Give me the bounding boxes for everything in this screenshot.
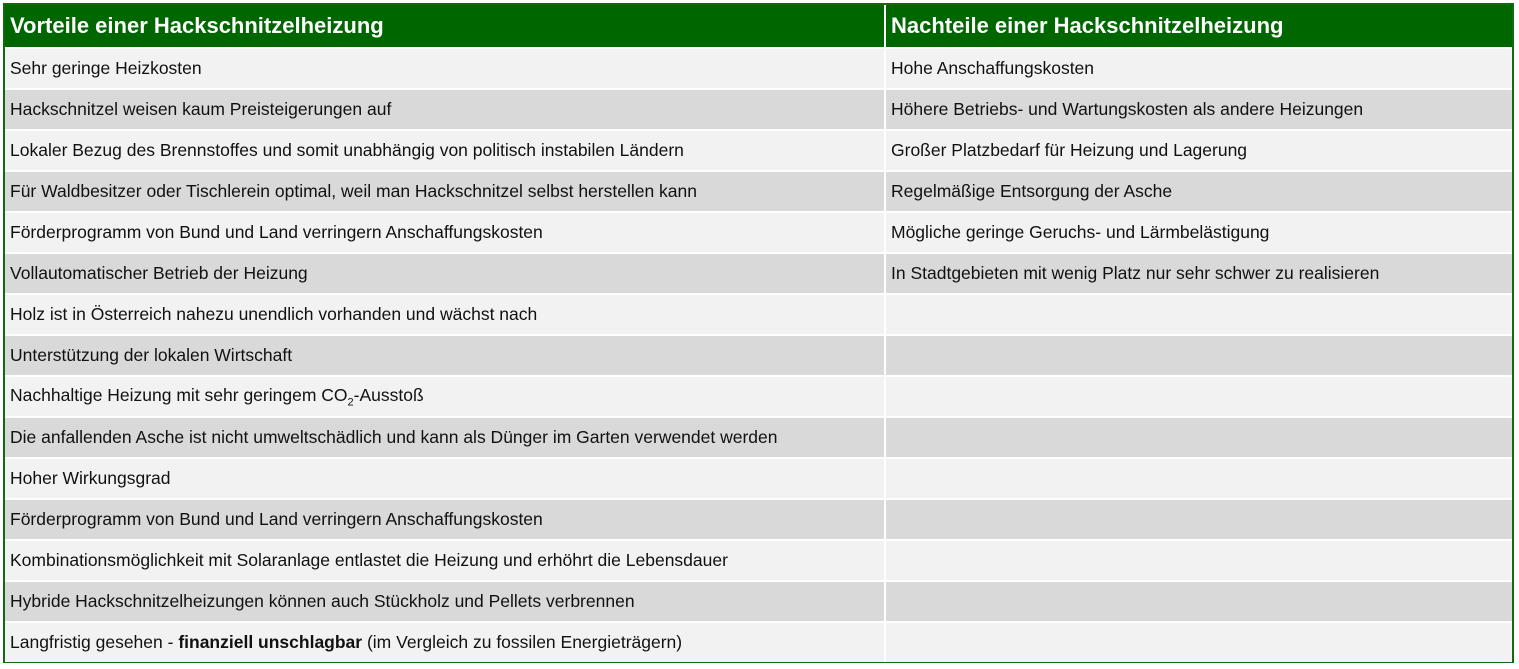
- co2-suffix: -Ausstoß: [353, 384, 424, 405]
- disadvantage-cell: Hohe Anschaffungskosten: [885, 47, 1512, 89]
- table-row: Hybride Hackschnitzelheizungen können au…: [5, 580, 1512, 622]
- advantage-cell-last: Langfristig gesehen - finanziell unschla…: [5, 621, 886, 662]
- comparison-table-container: Vorteile einer Hackschnitzelheizung Nach…: [3, 3, 1514, 663]
- advantage-cell: Hackschnitzel weisen kaum Preisteigerung…: [5, 88, 886, 130]
- advantage-cell: Holz ist in Österreich nahezu unendlich …: [5, 293, 886, 335]
- table-row: Holz ist in Österreich nahezu unendlich …: [5, 293, 1512, 335]
- disadvantage-cell: Großer Platzbedarf für Heizung und Lager…: [885, 129, 1512, 171]
- header-advantages: Vorteile einer Hackschnitzelheizung: [5, 5, 886, 48]
- co2-prefix: Nachhaltige Heizung mit sehr geringem CO: [10, 384, 348, 405]
- advantage-cell: Hybride Hackschnitzelheizungen können au…: [5, 580, 886, 622]
- last-suffix: (im Vergleich zu fossilen Energieträgern…: [362, 632, 683, 652]
- disadvantage-cell: [885, 580, 1512, 622]
- disadvantage-cell: Regelmäßige Entsorgung der Asche: [885, 170, 1512, 212]
- last-bold: finanziell unschlagbar: [178, 632, 363, 652]
- table-row: Hackschnitzel weisen kaum Preisteigerung…: [5, 88, 1512, 130]
- advantage-cell: Hoher Wirkungsgrad: [5, 457, 886, 499]
- advantage-cell: Lokaler Bezug des Brennstoffes und somit…: [5, 129, 886, 171]
- co2-subscript: 2: [347, 396, 354, 409]
- advantage-cell: Kombinationsmöglichkeit mit Solaranlage …: [5, 539, 886, 581]
- table-row: Förderprogramm von Bund und Land verring…: [5, 211, 1512, 253]
- disadvantage-cell: Mögliche geringe Geruchs- und Lärmbeläst…: [885, 211, 1512, 253]
- table-row: Lokaler Bezug des Brennstoffes und somit…: [5, 129, 1512, 171]
- comparison-table: Vorteile einer Hackschnitzelheizung Nach…: [5, 5, 1512, 662]
- table-row: Vollautomatischer Betrieb der Heizung In…: [5, 252, 1512, 294]
- table-row: Kombinationsmöglichkeit mit Solaranlage …: [5, 539, 1512, 581]
- disadvantage-cell: [885, 375, 1512, 417]
- advantage-cell: Sehr geringe Heizkosten: [5, 47, 886, 89]
- table-row: Unterstützung der lokalen Wirtschaft: [5, 334, 1512, 376]
- disadvantage-cell: [885, 334, 1512, 376]
- disadvantage-cell: [885, 293, 1512, 335]
- disadvantage-cell: [885, 539, 1512, 581]
- table-row: Die anfallenden Asche ist nicht umweltsc…: [5, 416, 1512, 458]
- table-row: Hoher Wirkungsgrad: [5, 457, 1512, 499]
- advantage-cell: Vollautomatischer Betrieb der Heizung: [5, 252, 886, 294]
- table-row: Sehr geringe Heizkosten Hohe Anschaffung…: [5, 47, 1512, 89]
- disadvantage-cell: [885, 621, 1512, 662]
- header-row: Vorteile einer Hackschnitzelheizung Nach…: [5, 5, 1512, 48]
- disadvantage-cell: Höhere Betriebs- und Wartungskosten als …: [885, 88, 1512, 130]
- last-prefix: Langfristig gesehen -: [10, 632, 179, 652]
- header-disadvantages: Nachteile einer Hackschnitzelheizung: [885, 5, 1512, 48]
- disadvantage-cell: [885, 457, 1512, 499]
- advantage-cell: Die anfallenden Asche ist nicht umweltsc…: [5, 416, 886, 458]
- disadvantage-cell: [885, 416, 1512, 458]
- table-row: Förderprogramm von Bund und Land verring…: [5, 498, 1512, 540]
- table-row: Langfristig gesehen - finanziell unschla…: [5, 621, 1512, 662]
- advantage-cell: Förderprogramm von Bund und Land verring…: [5, 498, 886, 540]
- advantage-cell: Förderprogramm von Bund und Land verring…: [5, 211, 886, 253]
- disadvantage-cell: In Stadtgebieten mit wenig Platz nur seh…: [885, 252, 1512, 294]
- table-row: Nachhaltige Heizung mit sehr geringem CO…: [5, 375, 1512, 417]
- advantage-cell-co2: Nachhaltige Heizung mit sehr geringem CO…: [5, 375, 886, 417]
- table-row: Für Waldbesitzer oder Tischlerein optima…: [5, 170, 1512, 212]
- advantage-cell: Für Waldbesitzer oder Tischlerein optima…: [5, 170, 886, 212]
- disadvantage-cell: [885, 498, 1512, 540]
- advantage-cell: Unterstützung der lokalen Wirtschaft: [5, 334, 886, 376]
